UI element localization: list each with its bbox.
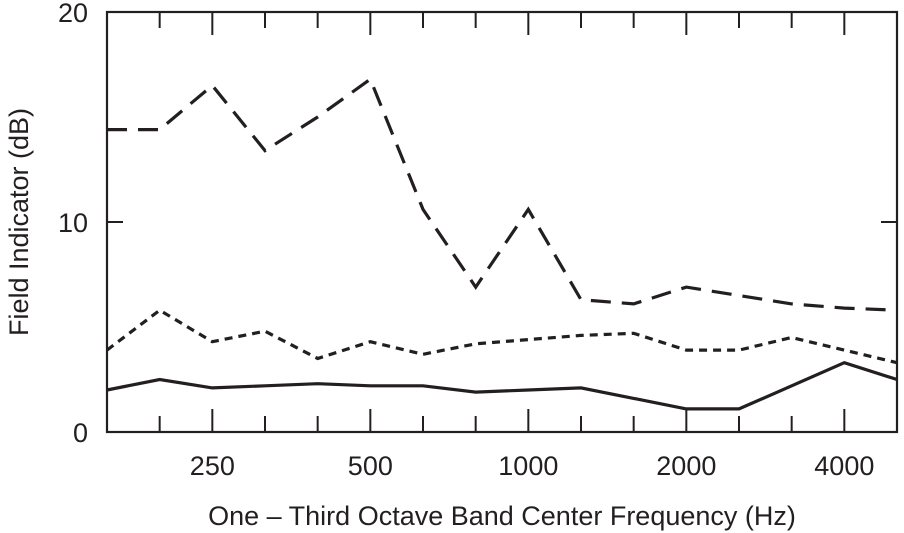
- y-tick-label: 20: [58, 0, 88, 28]
- data-series: [106, 76, 898, 411]
- series-line-dashed: [107, 76, 898, 312]
- plot-frame: [105, 10, 899, 434]
- y-tick-label: 10: [58, 208, 88, 238]
- x-tick-label: 500: [348, 451, 393, 481]
- y-tick-label: 0: [73, 418, 88, 448]
- x-axis-title: One – Third Octave Band Center Frequency…: [208, 501, 796, 531]
- x-tick-label: 1000: [498, 451, 558, 481]
- series-line-dotted: [106, 308, 898, 365]
- series-line-solid: [106, 360, 898, 411]
- x-tick-labels: 250 500 1000 2000 4000: [190, 451, 875, 481]
- y-tick-labels: 0 10 20: [58, 0, 88, 448]
- y-axis-title: Field Indicator (dB): [4, 108, 34, 336]
- x-tick-label: 4000: [814, 451, 874, 481]
- axis-ticks: [107, 12, 897, 432]
- x-tick-label: 2000: [656, 451, 716, 481]
- x-tick-label: 250: [190, 451, 235, 481]
